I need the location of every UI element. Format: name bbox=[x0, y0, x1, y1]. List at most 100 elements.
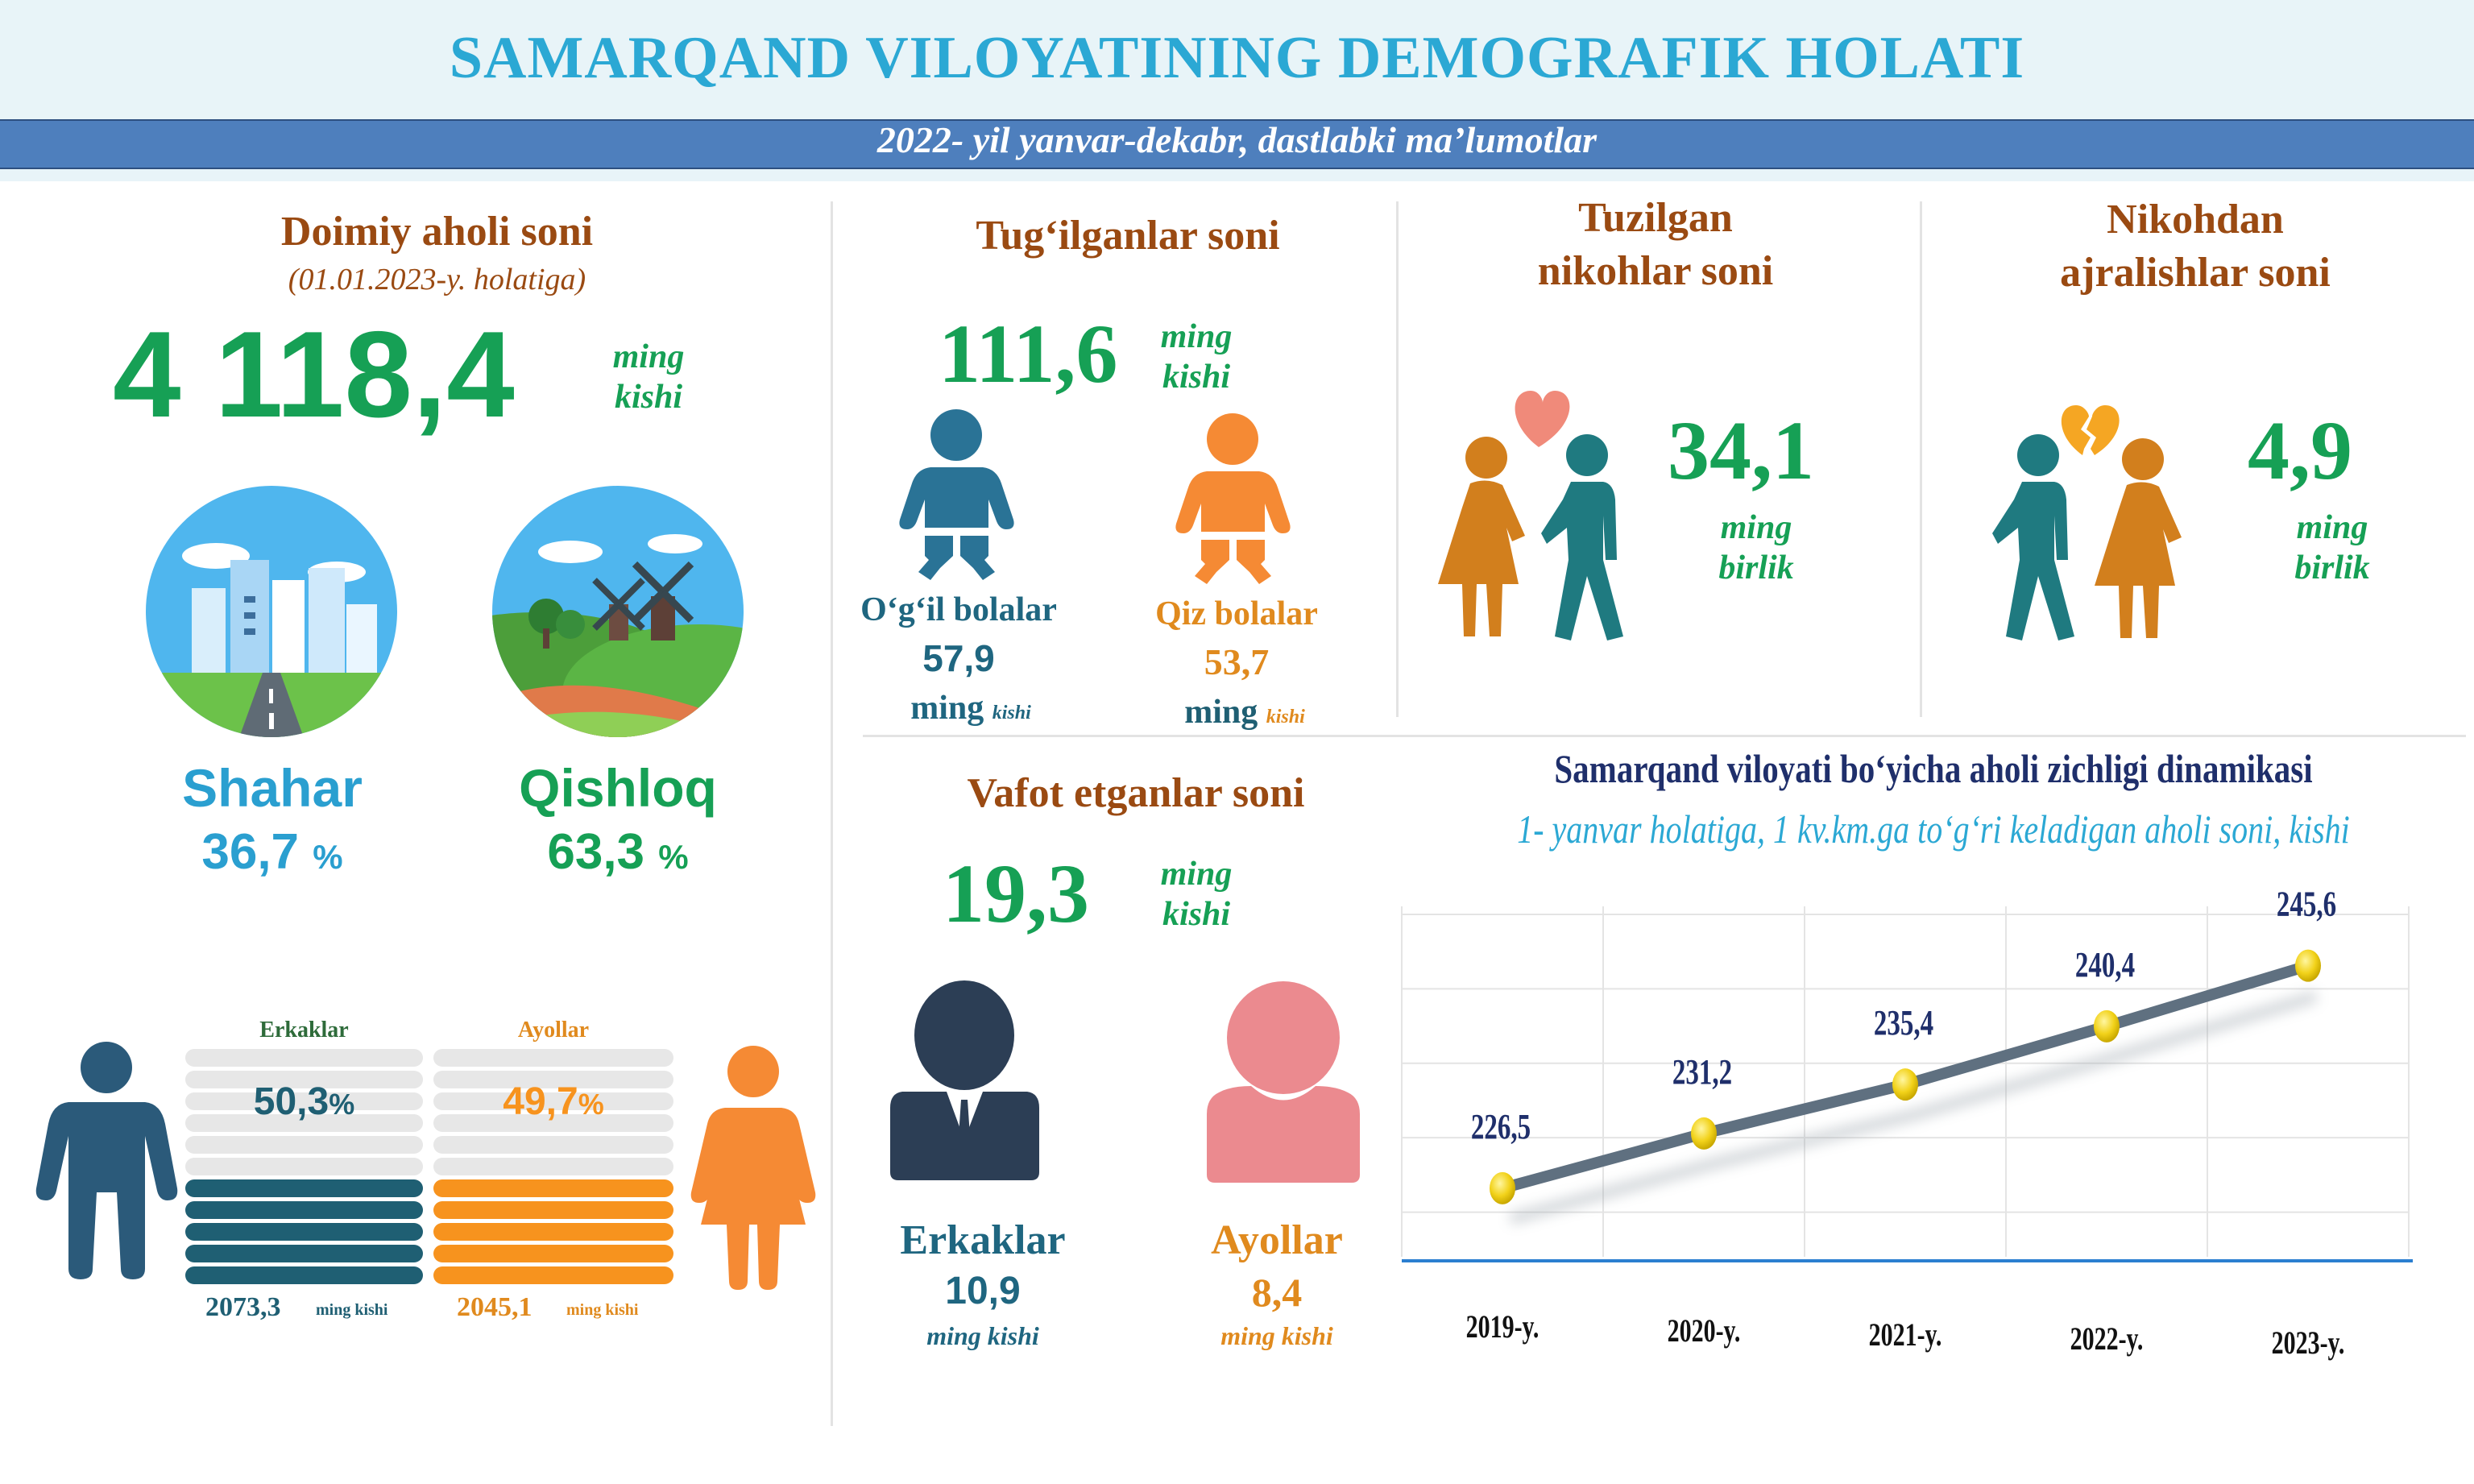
divorces-title-line1: Nikohdan bbox=[2107, 197, 2284, 242]
divorces-unit-line1: ming bbox=[2296, 509, 2368, 546]
deaths-unit: ming kishi bbox=[1132, 854, 1261, 935]
series-line-shadow bbox=[1509, 990, 2319, 1225]
chart-subtitle: 1- yanvar holatiga, 1 kv.km.ga to‘g‘ri k… bbox=[1517, 806, 2350, 852]
x-tick-label: 2020-y. bbox=[1668, 1312, 1741, 1349]
x-tick-label: 2022-y. bbox=[2070, 1320, 2144, 1357]
data-point bbox=[1691, 1117, 1717, 1150]
divider-left bbox=[831, 201, 833, 1426]
marriages-unit: ming birlik bbox=[1688, 508, 1825, 588]
women-value: 2045,1 bbox=[457, 1292, 533, 1322]
couple-heart-icon bbox=[1430, 387, 1651, 645]
countryside-icon bbox=[490, 483, 746, 740]
divorces-title: Nikohdan ajralishlar soni bbox=[1929, 193, 2461, 300]
rural-share-pct: % bbox=[658, 838, 689, 876]
baby-boy-icon bbox=[898, 407, 1015, 580]
girls-unit-main: ming bbox=[1184, 694, 1258, 731]
boys-unit-main: ming bbox=[910, 690, 984, 727]
marriages-unit-line2: birlik bbox=[1718, 549, 1794, 587]
page-title: SAMARQAND VILOYATINING DEMOGRAFIK HOLATI bbox=[449, 25, 2025, 91]
deaths-men-label: Erkaklar bbox=[900, 1217, 1066, 1263]
deaths-men-value: 10,9 bbox=[945, 1270, 1021, 1312]
data-point bbox=[1490, 1171, 1515, 1204]
x-tick-label: 2023-y. bbox=[2272, 1324, 2345, 1361]
urban-share-pct: % bbox=[313, 838, 343, 876]
men-bar-stack bbox=[185, 1049, 423, 1284]
men-label: Erkaklar bbox=[259, 1018, 349, 1043]
girls-label: Qiz bolalar bbox=[1155, 595, 1318, 632]
divorces-unit: ming birlik bbox=[2264, 508, 2401, 588]
men-share: 50,3% bbox=[185, 1080, 423, 1124]
boys-value: 57,9 bbox=[922, 637, 995, 679]
data-point bbox=[1892, 1068, 1918, 1101]
marriages-unit-line1: ming bbox=[1720, 509, 1792, 546]
woman-icon bbox=[685, 1043, 822, 1293]
deaths-women-value: 8,4 bbox=[1251, 1270, 1303, 1315]
population-value: 4 118,4 bbox=[113, 306, 515, 443]
divider-right bbox=[1920, 201, 1922, 717]
births-unit: ming kishi bbox=[1132, 317, 1261, 397]
data-label: 231,2 bbox=[1672, 1052, 1732, 1092]
births-title: Tug‘ilganlar soni bbox=[976, 213, 1280, 259]
marriages-value: 34,1 bbox=[1668, 404, 1814, 497]
man-icon bbox=[32, 1039, 181, 1281]
boys-label: O‘g‘il bolalar bbox=[860, 591, 1057, 628]
urban-label: Shahar bbox=[182, 758, 363, 818]
women-share-pct: % bbox=[578, 1088, 604, 1121]
deaths-unit-line2: kishi bbox=[1162, 896, 1231, 933]
girls-unit-small: kishi bbox=[1266, 707, 1305, 727]
divider-mid bbox=[1396, 201, 1399, 717]
men-share-pct: % bbox=[329, 1088, 355, 1121]
women-bar-stack bbox=[433, 1049, 673, 1284]
women-unit: ming kishi bbox=[566, 1301, 639, 1319]
men-share-value: 50,3 bbox=[253, 1080, 329, 1123]
marriages-title: Tuzilgan nikohlar soni bbox=[1406, 192, 1905, 298]
x-tick-label: 2019-y. bbox=[1466, 1308, 1540, 1345]
deaths-value: 19,3 bbox=[943, 848, 1089, 940]
page-subtitle: 2022- yil yanvar-dekabr, dastlabki ma’lu… bbox=[876, 119, 1598, 160]
boys-unit: ming kishi bbox=[878, 689, 1063, 727]
broken-heart-couple-icon bbox=[1978, 399, 2199, 640]
rural-share-value: 63,3 bbox=[547, 824, 645, 880]
population-title: Doimiy aholi soni bbox=[280, 209, 594, 255]
population-date-note: (01.01.2023-y. holatiga) bbox=[288, 263, 586, 296]
urban-share-value: 36,7 bbox=[201, 824, 300, 880]
women-label: Ayollar bbox=[517, 1018, 590, 1043]
marriages-title-line2: nikohlar soni bbox=[1537, 248, 1774, 294]
city-icon bbox=[143, 483, 400, 740]
population-unit-line2: kishi bbox=[614, 379, 683, 416]
deaths-title: Vafot etganlar soni bbox=[967, 770, 1305, 816]
divorces-value: 4,9 bbox=[2248, 404, 2352, 497]
women-share-value: 49,7 bbox=[503, 1080, 578, 1123]
density-line-chart: 226,5 231,2 235,4 240,4 245,6 2019-y. 2020-y.… bbox=[1401, 885, 2413, 1361]
female-bust-icon bbox=[1207, 981, 1360, 1183]
rural-label: Qishloq bbox=[519, 758, 717, 818]
deaths-unit-line1: ming bbox=[1160, 856, 1233, 893]
divider-horizontal bbox=[863, 735, 2466, 737]
subtitle-bar bbox=[0, 119, 2474, 169]
data-label: 240,4 bbox=[2075, 945, 2135, 984]
baby-girl-icon bbox=[1175, 411, 1291, 584]
girls-value: 53,7 bbox=[1204, 641, 1270, 682]
divorces-unit-line2: birlik bbox=[2294, 549, 2370, 587]
data-label: 245,6 bbox=[2277, 885, 2336, 924]
data-point bbox=[2295, 949, 2321, 982]
population-unit: ming kishi bbox=[580, 337, 717, 417]
deaths-women-label: Ayollar bbox=[1211, 1217, 1343, 1263]
data-label: 235,4 bbox=[1874, 1004, 1933, 1043]
births-unit-line1: ming bbox=[1160, 318, 1233, 355]
chart-title: Samarqand viloyati bo‘yicha aholi zichli… bbox=[1554, 746, 2313, 791]
x-tick-label: 2021-y. bbox=[1869, 1316, 1942, 1353]
data-label: 226,5 bbox=[1471, 1107, 1531, 1146]
divorces-title-line2: ajralishlar soni bbox=[2060, 250, 2331, 296]
men-value: 2073,3 bbox=[205, 1292, 281, 1322]
male-bust-icon bbox=[890, 979, 1039, 1180]
boys-unit-small: kishi bbox=[992, 703, 1031, 723]
data-point bbox=[2094, 1009, 2120, 1043]
marriages-title-line1: Tuzilgan bbox=[1578, 195, 1733, 241]
men-unit: ming kishi bbox=[316, 1301, 388, 1319]
births-value: 111,6 bbox=[939, 308, 1118, 400]
women-share: 49,7% bbox=[433, 1080, 673, 1124]
population-unit-line1: ming bbox=[612, 338, 685, 375]
urban-share: 36,7 % bbox=[127, 823, 417, 881]
deaths-men-unit: ming kishi bbox=[926, 1321, 1039, 1350]
